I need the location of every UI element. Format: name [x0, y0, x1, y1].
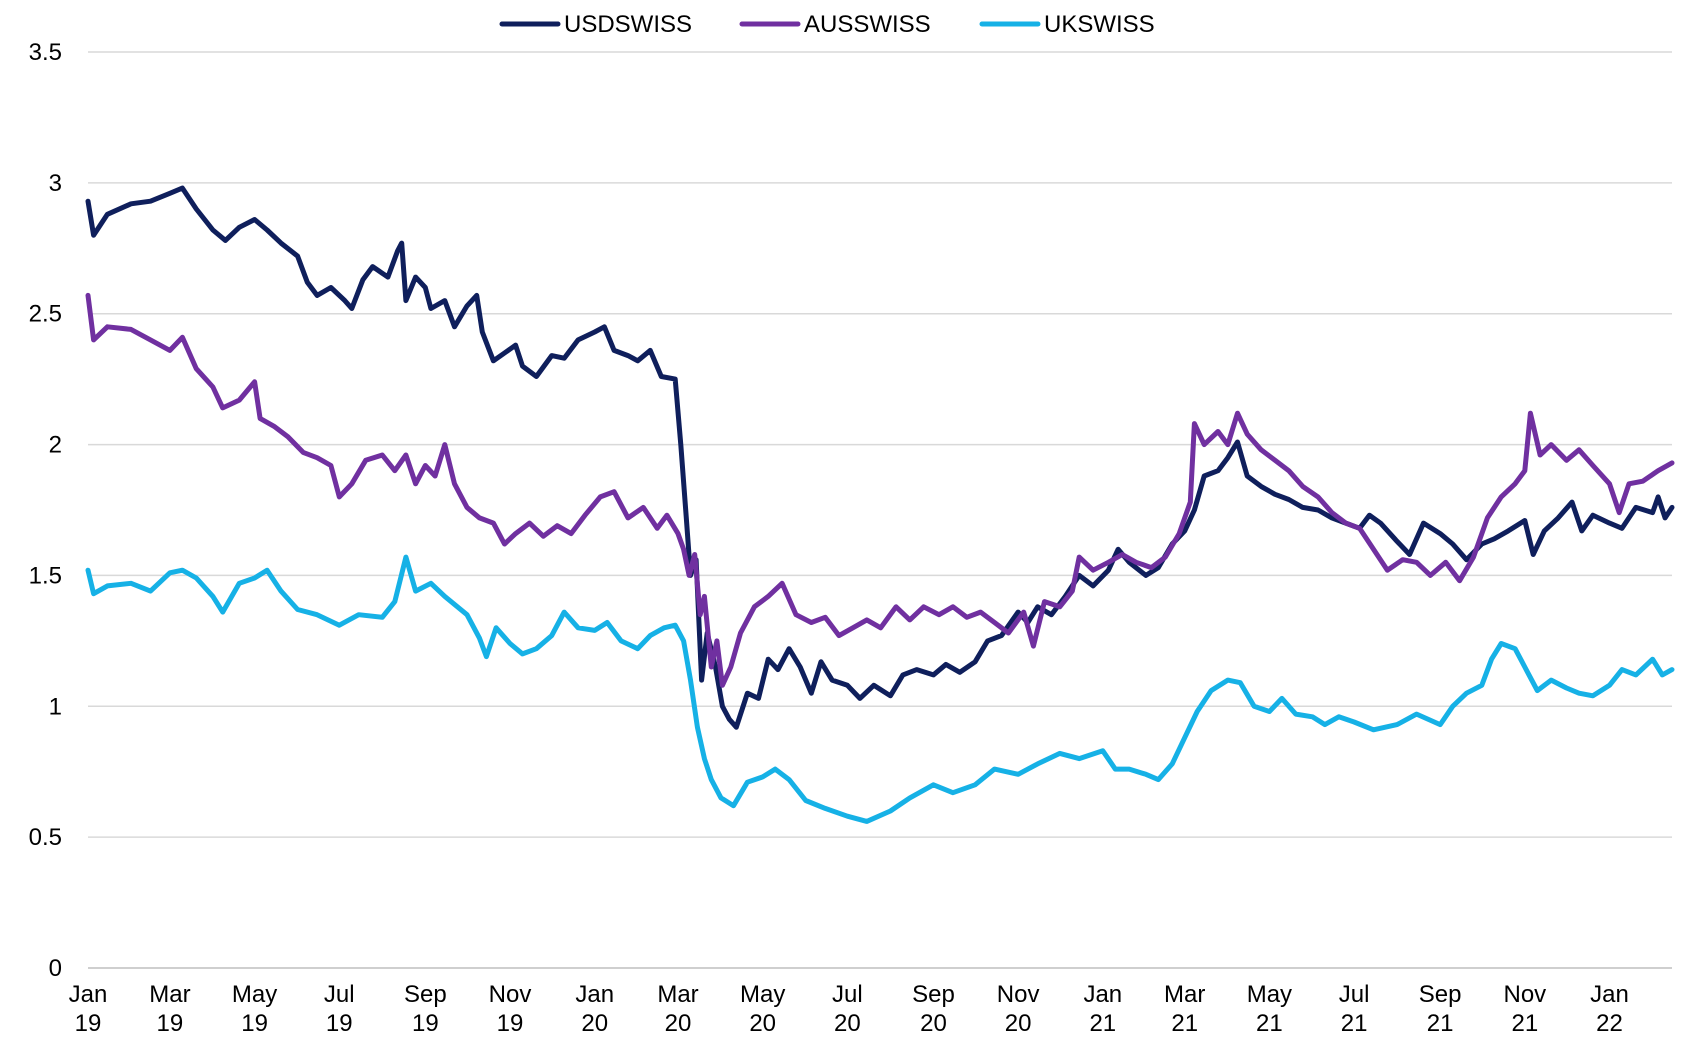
y-tick-label: 2 — [49, 432, 62, 459]
gridlines — [88, 51, 1672, 969]
x-tick-label-year: 20 — [1005, 1010, 1032, 1037]
x-tick-label-month: Jul — [832, 981, 863, 1008]
y-tick-label: 0.5 — [29, 824, 62, 851]
x-tick-label-month: May — [740, 981, 785, 1008]
x-tick-label-month: Sep — [912, 981, 955, 1008]
x-tick-label-month: Nov — [489, 981, 532, 1008]
x-tick-label-month: Sep — [404, 981, 447, 1008]
y-tick-label: 3 — [49, 170, 62, 197]
x-tick-label-year: 20 — [581, 1010, 608, 1037]
x-tick-label-year: 21 — [1427, 1010, 1454, 1037]
x-tick-label-year: 21 — [1256, 1010, 1283, 1037]
x-tick-label-year: 19 — [75, 1010, 102, 1037]
x-tick-label-month: Mar — [149, 981, 190, 1008]
x-tick-label-month: Mar — [657, 981, 698, 1008]
y-tick-label: 2.5 — [29, 301, 62, 328]
x-axis: Jan19Mar19May19Jul19Sep19Nov19Jan20Mar20… — [69, 981, 1629, 1037]
x-tick-label-year: 19 — [241, 1010, 268, 1037]
legend-label-usdswiss: USDSWISS — [564, 11, 692, 38]
y-axis: 0 0.5 1 1.5 2 2.5 3 3.5 — [29, 39, 62, 982]
x-tick-label-year: 20 — [834, 1010, 861, 1037]
x-tick-label-year: 19 — [412, 1010, 439, 1037]
series-line-ukswiss — [85, 554, 1675, 824]
legend-label-ausswiss: AUSSWISS — [804, 11, 931, 38]
series-line-ausswiss — [85, 292, 1675, 688]
x-tick-label-year: 20 — [665, 1010, 692, 1037]
x-tick-label-month: Jul — [1339, 981, 1370, 1008]
x-tick-label-year: 19 — [157, 1010, 184, 1037]
x-tick-label-month: Jan — [69, 981, 108, 1008]
y-tick-label: 0 — [49, 955, 62, 982]
y-tick-label: 1 — [49, 693, 62, 720]
x-tick-label-month: May — [232, 981, 277, 1008]
y-tick-label: 3.5 — [29, 39, 62, 66]
series-lines — [85, 185, 1675, 824]
x-tick-label-year: 20 — [749, 1010, 776, 1037]
x-tick-label-month: Nov — [997, 981, 1040, 1008]
legend-label-ukswiss: UKSWISS — [1044, 11, 1155, 38]
x-tick-label-year: 22 — [1596, 1010, 1623, 1037]
x-tick-label-month: Sep — [1419, 981, 1462, 1008]
x-tick-label-month: Jan — [1590, 981, 1629, 1008]
x-tick-label-month: Jan — [1083, 981, 1122, 1008]
x-tick-label-year: 19 — [497, 1010, 524, 1037]
legend: USDSWISS AUSSWISS UKSWISS — [499, 11, 1155, 38]
x-tick-label-month: Jul — [324, 981, 355, 1008]
x-tick-label-month: Mar — [1164, 981, 1205, 1008]
x-tick-label-month: May — [1247, 981, 1292, 1008]
x-tick-label-year: 21 — [1171, 1010, 1198, 1037]
x-tick-label-month: Jan — [575, 981, 614, 1008]
x-tick-label-year: 21 — [1511, 1010, 1538, 1037]
x-tick-label-year: 21 — [1341, 1010, 1368, 1037]
x-tick-label-year: 21 — [1089, 1010, 1116, 1037]
x-tick-label-month: Nov — [1504, 981, 1547, 1008]
x-tick-label-year: 20 — [920, 1010, 947, 1037]
series-line-usdswiss — [85, 185, 1675, 730]
x-tick-label-year: 19 — [326, 1010, 353, 1037]
y-tick-label: 1.5 — [29, 562, 62, 589]
